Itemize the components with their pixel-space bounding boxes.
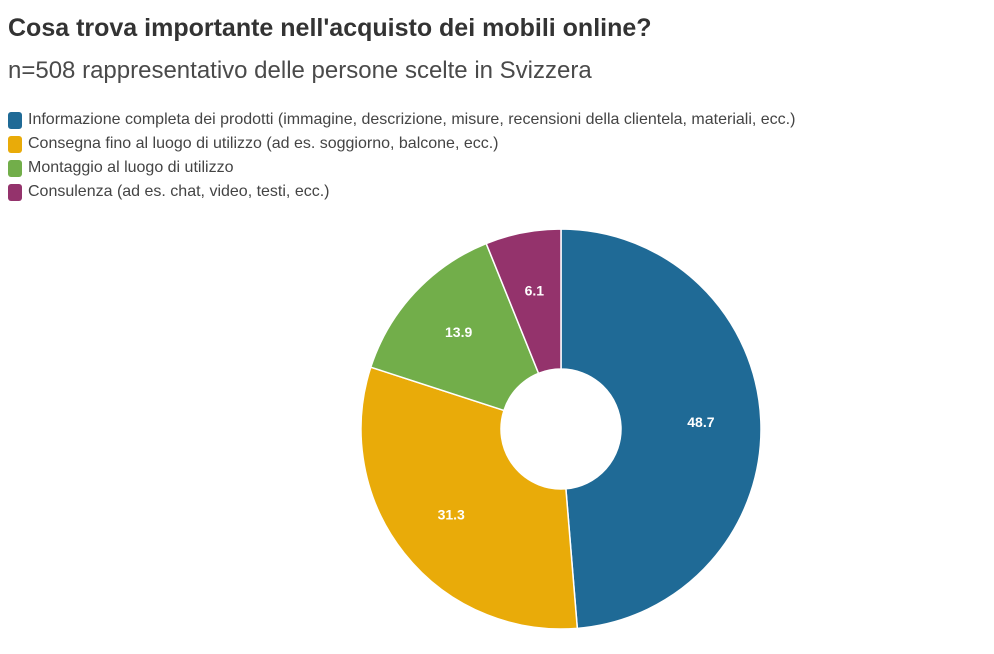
- chart-legend: Informazione completa dei prodotti (imma…: [8, 108, 795, 204]
- legend-item[interactable]: Montaggio al luogo di utilizzo: [8, 156, 795, 180]
- slice-value-label: 48.7: [687, 414, 714, 430]
- legend-label: Consegna fino al luogo di utilizzo (ad e…: [28, 135, 499, 152]
- page-subtitle: n=508 rappresentativo delle persone scel…: [8, 57, 592, 84]
- legend-item[interactable]: Consulenza (ad es. chat, video, testi, e…: [8, 180, 795, 204]
- legend-label: Consulenza (ad es. chat, video, testi, e…: [28, 183, 330, 200]
- legend-swatch: [8, 159, 22, 177]
- donut-slice[interactable]: [485, 228, 562, 375]
- legend-swatch: [8, 111, 22, 129]
- donut-slice[interactable]: [560, 228, 762, 630]
- page-title: Cosa trova importante nell'acquisto dei …: [8, 14, 652, 42]
- slice-value-label: 13.9: [445, 324, 472, 340]
- legend-label: Informazione completa dei prodotti (imma…: [28, 111, 796, 128]
- donut-slice[interactable]: [369, 242, 540, 412]
- slice-value-label: 31.3: [438, 507, 465, 523]
- legend-item[interactable]: Informazione completa dei prodotti (imma…: [8, 108, 795, 132]
- legend-swatch: [8, 135, 22, 153]
- legend-item[interactable]: Consegna fino al luogo di utilizzo (ad e…: [8, 132, 795, 156]
- slice-value-label: 6.1: [525, 282, 545, 298]
- legend-label: Montaggio al luogo di utilizzo: [28, 159, 234, 176]
- legend-swatch: [8, 183, 22, 201]
- donut-slice[interactable]: [360, 366, 579, 630]
- donut-labels: 48.7 31.3 13.9 6.1: [438, 282, 715, 522]
- donut-slices: [360, 228, 762, 630]
